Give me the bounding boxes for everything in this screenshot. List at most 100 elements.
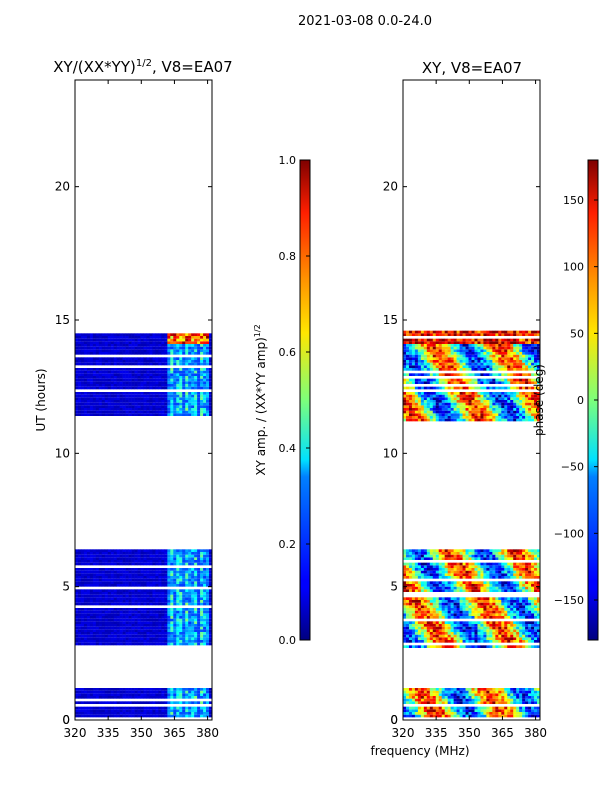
amp-heatmap-cell [114, 696, 117, 699]
phase-heatmap-cell [451, 629, 454, 632]
phase-heatmap-cell [501, 699, 504, 702]
amp-heatmap-cell [185, 691, 188, 694]
phase-heatmap-cell [421, 688, 424, 691]
amp-heatmap-cell [164, 715, 167, 718]
amp-heatmap-cell [182, 589, 185, 592]
amp-heatmap-cell [105, 616, 108, 619]
amp-heatmap-cell [123, 413, 126, 416]
amp-heatmap-cell [123, 595, 126, 598]
amp-heatmap-cell [158, 643, 161, 646]
amp-heatmap-cell [117, 392, 120, 395]
amp-heatmap-cell [99, 624, 102, 627]
phase-heatmap-cell [510, 605, 513, 608]
amp-heatmap-cell [197, 411, 200, 414]
amp-heatmap-cell [197, 336, 200, 339]
amp-heatmap-cell [129, 584, 132, 587]
amp-heatmap-cell [158, 395, 161, 398]
amp-heatmap-cell [188, 563, 191, 566]
phase-heatmap-cell [519, 637, 522, 640]
phase-heatmap-cell [412, 629, 415, 632]
amp-heatmap-cell [120, 701, 123, 704]
amp-heatmap-cell [123, 589, 126, 592]
amp-heatmap-cell [81, 621, 84, 624]
amp-heatmap-cell [191, 549, 194, 552]
phase-heatmap-cell [433, 693, 436, 696]
amp-heatmap-cell [126, 688, 129, 691]
amp-heatmap-cell [176, 368, 179, 371]
amp-heatmap-cell [99, 360, 102, 363]
amp-heatmap-cell [108, 635, 111, 638]
phase-heatmap-cell [412, 573, 415, 576]
amp-heatmap-cell [144, 608, 147, 611]
amp-heatmap-cell [123, 381, 126, 384]
amp-heatmap-cell [105, 696, 108, 699]
amp-heatmap-cell [84, 715, 87, 718]
amp-heatmap-cell [164, 549, 167, 552]
amp-heatmap-cell [99, 581, 102, 584]
amp-heatmap-cell [138, 403, 141, 406]
phase-heatmap-cell [436, 568, 439, 571]
amp-heatmap-cell [84, 589, 87, 592]
amp-heatmap-cell [99, 608, 102, 611]
amp-heatmap-cell [126, 352, 129, 355]
amp-heatmap-cell [123, 629, 126, 632]
amp-heatmap-cell [144, 411, 147, 414]
amp-heatmap-cell [93, 413, 96, 416]
amp-heatmap-cell [194, 563, 197, 566]
amp-heatmap-cell [191, 688, 194, 691]
phase-heatmap-cell [480, 691, 483, 694]
phase-heatmap-cell [504, 629, 507, 632]
phase-heatmap-cell [469, 608, 472, 611]
amp-heatmap-cell [146, 411, 149, 414]
phase-heatmap-cell [418, 712, 421, 715]
amp-heatmap-cell [129, 384, 132, 387]
amp-heatmap-cell [96, 629, 99, 632]
amp-heatmap-cell [176, 408, 179, 411]
phase-heatmap-cell [495, 589, 498, 592]
phase-heatmap-cell [498, 568, 501, 571]
amp-heatmap-cell [161, 688, 164, 691]
amp-heatmap-cell [135, 552, 138, 555]
amp-heatmap-cell [170, 560, 173, 563]
x-tick-label: 350 [130, 726, 153, 740]
amp-heatmap-cell [126, 405, 129, 408]
amp-heatmap-cell [129, 381, 132, 384]
amp-heatmap-cell [164, 712, 167, 715]
phase-heatmap-cell [525, 616, 528, 619]
phase-heatmap-cell [457, 699, 460, 702]
phase-heatmap-cell [522, 624, 525, 627]
amp-heatmap-cell [152, 643, 155, 646]
amp-heatmap-cell [161, 579, 164, 582]
amp-heatmap-cell [185, 341, 188, 344]
phase-heatmap-cell [498, 597, 501, 600]
amp-heatmap-cell [188, 368, 191, 371]
amp-heatmap-cell [176, 616, 179, 619]
amp-heatmap-cell [81, 403, 84, 406]
phase-heatmap-cell [480, 605, 483, 608]
amp-heatmap-cell [87, 563, 90, 566]
amp-heatmap-cell [141, 379, 144, 382]
amp-heatmap-row [75, 379, 212, 382]
amp-heatmap-cell [203, 707, 206, 710]
phase-heatmap-cell [486, 605, 489, 608]
amp-heatmap-cell [111, 701, 114, 704]
amp-heatmap-cell [102, 339, 105, 342]
amp-heatmap-cell [194, 613, 197, 616]
phase-heatmap-cell [424, 576, 427, 579]
amp-heatmap-cell [99, 347, 102, 350]
phase-heatmap-cell [528, 571, 531, 574]
amp-heatmap-cell [182, 608, 185, 611]
amp-heatmap-cell [185, 603, 188, 606]
amp-heatmap-cell [78, 696, 81, 699]
amp-heatmap-cell [149, 619, 152, 622]
amp-heatmap-cell [96, 616, 99, 619]
phase-heatmap-cell [457, 584, 460, 587]
amp-heatmap-cell [141, 619, 144, 622]
amp-heatmap-cell [182, 696, 185, 699]
amp-heatmap-cell [197, 595, 200, 598]
amp-heatmap-cell [155, 341, 158, 344]
amp-heatmap-cell [200, 552, 203, 555]
amp-heatmap-cell [158, 632, 161, 635]
amp-heatmap-cell [161, 403, 164, 406]
amp-heatmap-cell [141, 349, 144, 352]
